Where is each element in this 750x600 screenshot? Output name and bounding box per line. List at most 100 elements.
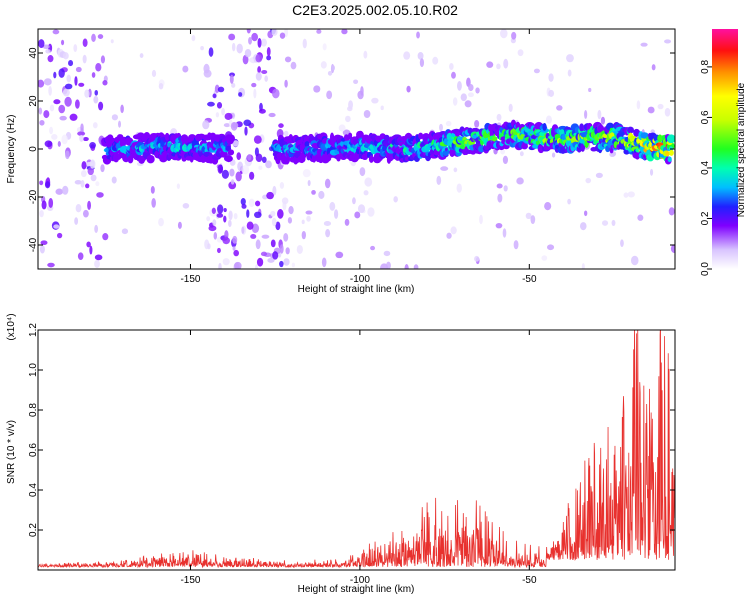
heatmap-cell <box>66 74 71 83</box>
colorbar-label: Normalized spectral amplitude <box>736 82 747 217</box>
snr-frame-bg <box>38 330 675 570</box>
heatmap-cell <box>464 100 472 108</box>
heatmap-cell <box>511 31 517 40</box>
heatmap-cell <box>525 212 532 219</box>
heatmap-cell <box>457 81 462 91</box>
colorbar-tick-label: 0.2 <box>700 211 711 225</box>
heatmap-cell <box>236 43 243 54</box>
heatmap-cell <box>333 209 339 219</box>
heatmap-cell <box>353 79 359 85</box>
heatmap-cell <box>359 167 366 177</box>
heatmap-cell <box>223 215 227 223</box>
heatmap-cell <box>249 171 255 180</box>
heatmap-cell <box>146 154 155 164</box>
heatmap-cell <box>446 232 452 239</box>
heatmap-cell <box>445 120 452 127</box>
heatmap-cell <box>94 89 98 96</box>
heatmap-cell <box>453 167 458 173</box>
heatmap-cell <box>94 259 100 268</box>
heatmap-cell <box>601 220 609 226</box>
heatmap-cell <box>316 29 322 34</box>
heatmap-cell <box>640 132 649 139</box>
heatmap-cell <box>284 56 292 63</box>
heatmap-cell <box>248 198 255 208</box>
heatmap-cell <box>217 164 223 174</box>
heatmap-cell <box>110 39 114 44</box>
heatmap-cell <box>449 63 454 71</box>
heatmap-cell <box>43 110 50 119</box>
heatmap-cell <box>302 168 311 178</box>
heatmap-cell <box>93 95 99 104</box>
heatmap-cell <box>668 207 675 216</box>
heatmap-cell <box>98 101 104 111</box>
heatmap-cell <box>541 255 548 261</box>
heatmap-cell <box>370 245 376 251</box>
heatmap-cell <box>429 148 435 156</box>
heatmap-cell <box>158 217 164 227</box>
heatmap-cell <box>47 55 54 63</box>
heatmap-cell <box>261 156 267 163</box>
heatmap-cell <box>51 133 58 140</box>
heatmap-cell <box>229 74 234 84</box>
heatmap-cell <box>336 153 341 162</box>
heatmap-cell <box>272 185 277 196</box>
heatmap-cell <box>667 156 672 163</box>
heatmap-cell <box>551 152 556 158</box>
heatmap-cell <box>79 134 84 142</box>
heatmap-cell <box>519 151 524 157</box>
heatmap-cell <box>352 197 356 205</box>
heatmap-cell <box>588 87 592 93</box>
heatmap-cell <box>278 123 284 128</box>
heatmap-cell <box>651 64 656 71</box>
heatmap-cell <box>386 261 391 269</box>
heatmap-cell <box>637 214 644 221</box>
heatmap-cell <box>206 216 211 222</box>
heatmap-cell <box>440 166 449 171</box>
heatmap-cell <box>231 42 236 52</box>
heatmap-cell <box>283 258 290 266</box>
heatmap-cell <box>91 72 96 78</box>
heatmap-cell <box>296 244 303 254</box>
heatmap-cell <box>77 252 84 260</box>
heatmap-cell <box>81 170 87 178</box>
heatmap-cell <box>95 63 102 72</box>
heatmap-cell <box>279 181 285 189</box>
heatmap-cell <box>623 192 629 198</box>
heatmap-cell <box>218 262 222 269</box>
heatmap-cell <box>150 186 155 194</box>
heatmap-cell <box>49 104 55 112</box>
heatmap-cell <box>323 221 332 227</box>
heatmap-cell <box>277 209 284 219</box>
heatmap-cell <box>246 221 254 230</box>
heatmap-cell <box>307 179 311 187</box>
heatmap-cell <box>436 175 442 185</box>
heatmap-cell <box>270 210 276 217</box>
heatmap-cell <box>86 241 91 248</box>
heatmap-cell <box>627 126 635 134</box>
heatmap-cell <box>237 161 244 172</box>
heatmap-cell <box>467 92 474 98</box>
heatmap-cell <box>87 200 92 211</box>
heatmap-cell <box>241 226 245 234</box>
heatmap-cell <box>544 202 552 211</box>
heatmap-cell <box>234 261 242 269</box>
heatmap-cell <box>393 196 398 203</box>
heatmap-cell <box>497 193 503 203</box>
snr-x-label: Height of straight line (km) <box>298 584 415 595</box>
heatmap-cell <box>416 31 420 39</box>
heatmap-cell <box>357 204 366 214</box>
heatmap-cell <box>533 68 540 74</box>
heatmap-cell <box>321 257 327 268</box>
heatmap-cell <box>69 113 78 121</box>
heatmap-cell <box>244 126 248 136</box>
heatmap-cell <box>439 123 443 132</box>
heatmap-cell <box>470 127 480 133</box>
heatmap-cell <box>139 53 144 58</box>
heatmap-cell <box>272 88 280 99</box>
heatmap-cell <box>665 151 670 157</box>
heatmap-cell <box>78 82 85 87</box>
heatmap-cell <box>432 56 439 65</box>
heatmap-cell <box>266 46 271 57</box>
heatmap-cell <box>325 228 331 238</box>
heatmap-cell <box>258 165 263 170</box>
